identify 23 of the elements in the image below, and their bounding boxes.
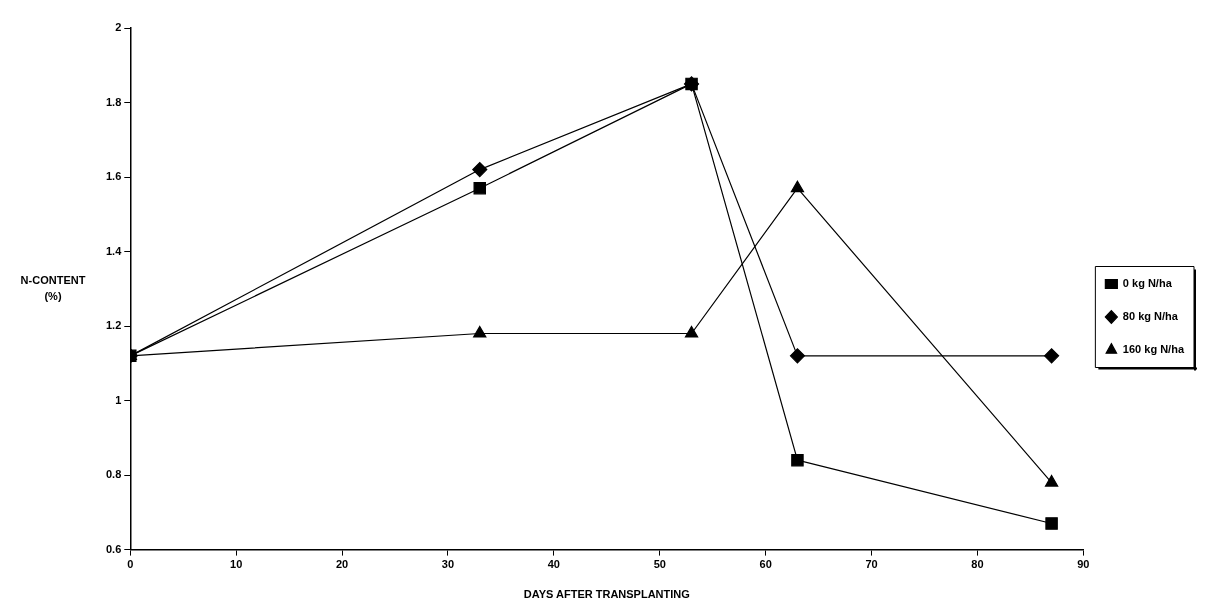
x-axis-title: DAYS AFTER TRANSPLANTING — [523, 588, 690, 601]
x-tick-label: 50 — [653, 558, 666, 571]
x-tick-label: 30 — [441, 558, 455, 571]
x-tick-label: 90 — [1077, 558, 1090, 571]
x-tick-label: 10 — [230, 558, 243, 571]
y-tick-label: 0.8 — [105, 468, 122, 481]
x-tick-label: 60 — [759, 558, 772, 571]
x-tick-label: 40 — [547, 558, 560, 571]
y-tick-label: 2 — [115, 21, 122, 34]
x-tick-label: 20 — [335, 558, 349, 571]
legend-label: 160 kg N/ha — [1122, 343, 1185, 356]
x-tick-label: 0 — [127, 558, 134, 571]
y-tick-label: 0.6 — [105, 542, 122, 555]
x-tick-label: 80 — [971, 558, 984, 571]
y-tick-label: 1 — [115, 393, 122, 406]
y-tick-label: 1.4 — [105, 244, 123, 257]
legend-label: 0 kg N/ha — [1122, 277, 1173, 290]
y-tick-label: 1.2 — [105, 319, 122, 332]
y-tick-label: 1.6 — [105, 170, 122, 183]
x-tick-label: 70 — [865, 558, 878, 571]
legend-label: 80 kg N/ha — [1122, 310, 1179, 323]
y-tick-label: 1.8 — [105, 95, 122, 108]
y-axis-title: N-CONTENT (%) — [20, 273, 86, 302]
